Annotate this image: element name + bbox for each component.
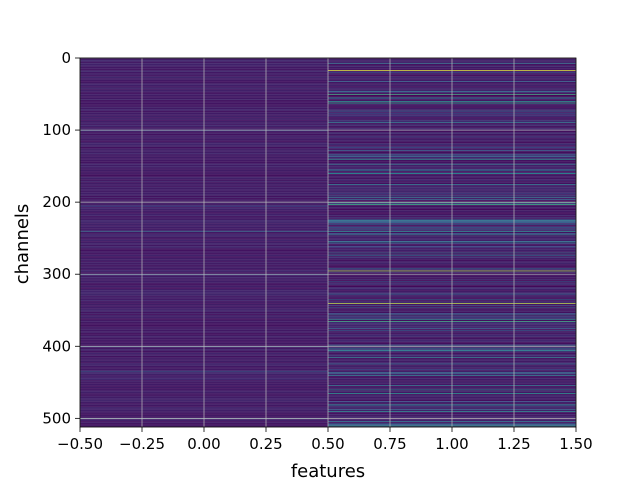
x-tick-label: 0.50 (311, 435, 344, 453)
y-tick-label: 0 (61, 49, 71, 67)
x-tick-label: 0.00 (187, 435, 220, 453)
y-tick-label: 300 (42, 265, 71, 283)
x-axis-label: features (291, 461, 365, 480)
plot-area (79, 57, 577, 428)
y-tick-label: 100 (42, 121, 71, 139)
y-tick-label: 200 (42, 193, 71, 211)
y-tick-label: 500 (42, 409, 71, 427)
x-tick-label: −0.25 (119, 435, 165, 453)
x-tick-label: 1.25 (497, 435, 530, 453)
y-axis: 0 100 200 300 400 500 (42, 49, 80, 427)
x-tick-label: 1.50 (559, 435, 592, 453)
y-axis-label: channels (12, 204, 33, 285)
x-tick-label: −0.50 (57, 435, 103, 453)
x-tick-label: 1.00 (435, 435, 468, 453)
x-tick-label: 0.75 (373, 435, 406, 453)
x-tick-label: 0.25 (249, 435, 282, 453)
y-tick-label: 400 (42, 337, 71, 355)
x-axis: −0.50 −0.25 0.00 0.25 0.50 0.75 1.00 1.25 1.50 (57, 427, 593, 453)
